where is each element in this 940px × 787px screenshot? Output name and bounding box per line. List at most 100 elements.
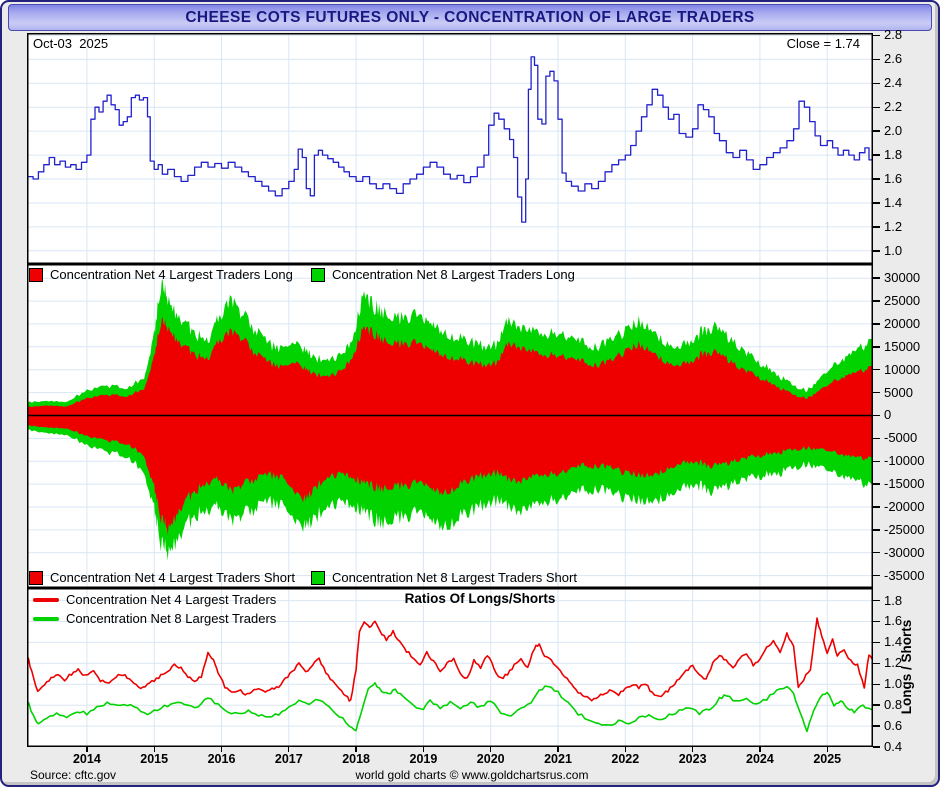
x-tick-mark bbox=[490, 747, 492, 752]
y-tick-mark bbox=[873, 369, 880, 371]
y-tick-label: 0.4 bbox=[884, 739, 903, 754]
legend-net8-short: Concentration Net 8 Largest Traders Shor… bbox=[311, 570, 577, 585]
date-label: Oct-03 2025 bbox=[33, 36, 109, 51]
x-tick-label: 2023 bbox=[678, 752, 707, 766]
y-tick-mark bbox=[873, 130, 880, 132]
y-tick-label: 1.8 bbox=[884, 592, 903, 608]
x-tick-label: 2019 bbox=[409, 752, 438, 766]
y-tick-label: 0.8 bbox=[884, 697, 903, 713]
x-tick-label: 2015 bbox=[140, 752, 169, 766]
y-tick-mark bbox=[873, 483, 880, 485]
y-tick-mark bbox=[873, 178, 880, 180]
y-tick-label: 30000 bbox=[884, 270, 921, 286]
y-tick-label: 2.0 bbox=[884, 123, 903, 139]
net4-short-swatch bbox=[29, 570, 43, 585]
ratio-net8-swatch bbox=[33, 616, 59, 621]
y-tick-mark bbox=[873, 226, 880, 228]
x-tick-mark bbox=[691, 747, 694, 752]
longs-shorts-axis-label: Longs / Shorts bbox=[899, 619, 914, 715]
legend-net4-long: Concentration Net 4 Largest Traders Long bbox=[29, 267, 293, 282]
ratio-net4-label: Concentration Net 4 Largest Traders bbox=[66, 592, 277, 607]
x-tick-label: 2025 bbox=[813, 752, 842, 766]
y-tick-label: 1.2 bbox=[884, 655, 903, 671]
ratio-net4-swatch bbox=[33, 597, 59, 602]
y-tick-label: 1.4 bbox=[884, 194, 903, 210]
y-tick-label: -30000 bbox=[884, 544, 925, 560]
price-chart bbox=[27, 33, 873, 264]
net8-long-swatch bbox=[311, 267, 325, 282]
panel-net-concentration: Concentration Net 4 Largest Traders Long… bbox=[27, 264, 873, 588]
y-tick-mark bbox=[873, 82, 880, 84]
net4-long-swatch bbox=[29, 267, 43, 282]
y-tick-mark bbox=[873, 154, 880, 156]
legend-ratio-net8: Concentration Net 8 Largest Traders bbox=[33, 611, 276, 626]
y-tick-mark bbox=[873, 460, 880, 462]
y-tick-mark bbox=[873, 277, 880, 279]
x-tick-label: 2014 bbox=[72, 752, 101, 766]
source-label: Source: cftc.gov bbox=[30, 768, 117, 782]
panel-price: Oct-03 2025 Close = 1.74 bbox=[27, 33, 873, 264]
y-tick-label: 10000 bbox=[884, 361, 921, 377]
y-tick-label: -15000 bbox=[884, 476, 925, 492]
y-tick-mark bbox=[873, 106, 880, 108]
ratios-chart bbox=[27, 588, 873, 747]
y-tick-label: 2.6 bbox=[884, 51, 903, 67]
x-tick-mark bbox=[355, 747, 357, 752]
y-tick-mark bbox=[873, 391, 880, 394]
x-tick-mark bbox=[153, 747, 155, 752]
legend-net4-short: Concentration Net 4 Largest Traders Shor… bbox=[29, 570, 295, 585]
y-tick-label: 1.4 bbox=[884, 634, 903, 650]
x-tick-label: 2024 bbox=[746, 752, 774, 766]
y-tick-label: 0.6 bbox=[884, 718, 903, 734]
y-tick-mark bbox=[873, 552, 880, 554]
x-tick-mark bbox=[288, 747, 290, 752]
x-tick-mark bbox=[86, 747, 88, 752]
y-tick-mark bbox=[873, 346, 880, 348]
close-value-label: Close = 1.74 bbox=[786, 36, 860, 51]
y-tick-label: 25000 bbox=[884, 293, 921, 309]
y-tick-mark bbox=[873, 437, 880, 440]
panel-ratios: Concentration Net 4 Largest Traders Conc… bbox=[27, 588, 873, 747]
y-tick-label: 0 bbox=[884, 407, 892, 423]
y-tick-label: -35000 bbox=[884, 567, 925, 583]
x-tick-mark bbox=[624, 747, 626, 752]
net8-short-swatch bbox=[311, 570, 325, 585]
y-tick-label: 1.2 bbox=[884, 218, 903, 234]
y-tick-mark bbox=[873, 323, 880, 325]
x-tick-label: 2022 bbox=[611, 752, 640, 766]
y-tick-label: 1.6 bbox=[884, 171, 903, 187]
y-tick-mark bbox=[873, 683, 880, 685]
y-tick-mark bbox=[873, 599, 880, 602]
legend-ratio-net4: Concentration Net 4 Largest Traders bbox=[33, 592, 276, 607]
y-tick-mark bbox=[873, 506, 880, 508]
y-tick-mark bbox=[873, 202, 880, 204]
x-tick-mark bbox=[557, 747, 559, 752]
ratio-net8-label: Concentration Net 8 Largest Traders bbox=[66, 611, 277, 626]
y-tick-label: 20000 bbox=[884, 315, 921, 331]
x-tick-mark bbox=[826, 747, 828, 752]
y-tick-mark bbox=[873, 250, 880, 252]
net8-short-label: Concentration Net 8 Largest Traders Shor… bbox=[332, 570, 577, 585]
y-tick-mark bbox=[873, 574, 880, 577]
x-tick-label: 2016 bbox=[207, 752, 236, 766]
copyright-label: world gold charts © www.goldchartsrus.co… bbox=[355, 768, 589, 782]
chart-title: CHEESE COTS FUTURES ONLY - CONCENTRATION… bbox=[185, 8, 755, 26]
y-axis-gutter: 2.8 2.6 2.4 2.2 2.0 1.8 1.6 1.4 1.2 1.0 30000 25000… bbox=[873, 27, 938, 754]
net-concentration-chart bbox=[27, 264, 873, 588]
y-tick-mark bbox=[873, 746, 880, 748]
y-tick-label: -25000 bbox=[884, 521, 925, 537]
x-tick-label: 2020 bbox=[476, 752, 505, 766]
chart-title-bar: CHEESE COTS FUTURES ONLY - CONCENTRATION… bbox=[8, 4, 932, 31]
x-tick-label: 2018 bbox=[342, 752, 371, 766]
y-tick-label: -5000 bbox=[884, 430, 918, 446]
y-tick-mark bbox=[873, 620, 880, 623]
x-tick-mark bbox=[220, 747, 223, 752]
y-tick-label: 15000 bbox=[884, 338, 921, 354]
y-tick-mark bbox=[873, 414, 880, 417]
y-tick-label: 2.4 bbox=[884, 75, 903, 91]
y-tick-mark bbox=[873, 300, 880, 302]
y-tick-mark bbox=[873, 725, 880, 727]
y-tick-mark bbox=[873, 529, 880, 531]
y-tick-label: 1.8 bbox=[884, 147, 903, 163]
